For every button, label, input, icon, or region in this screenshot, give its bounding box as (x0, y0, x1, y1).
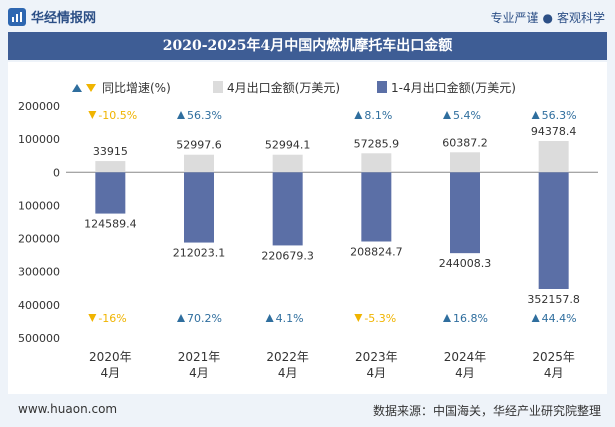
bar-cumulative (184, 172, 214, 243)
chart-title: 2020-2025年4月中国内燃机摩托车出口金额 (8, 32, 607, 60)
tagline-left: 专业严谨 (490, 11, 539, 25)
bar-cumulative (538, 172, 569, 290)
x-tick-label: 2023年 (355, 350, 398, 364)
x-tick-label: 2021年 (178, 350, 221, 364)
legend-cumulative-swatch (377, 81, 387, 93)
growth-cumulative-up-icon (443, 314, 451, 322)
bar-april (272, 154, 303, 173)
growth-april-label: -10.5% (98, 109, 137, 122)
growth-cumulative-down-icon (88, 314, 97, 322)
data-label-cumulative: 244008.3 (439, 257, 492, 270)
data-label-cumulative: 352157.8 (527, 293, 580, 306)
brand: 华经情报网 (8, 7, 96, 26)
chart-svg: 同比增速(%) 4月出口金额(万美元) 1-4月出口金额(万美元) 200000 100… (18, 80, 598, 380)
tagline: 专业严谨 ● 客观科学 (490, 9, 605, 26)
growth-cumulative-label: 70.2% (187, 312, 222, 325)
y-tick-label: 400000 (18, 299, 60, 312)
y-tick-label: 300000 (18, 266, 60, 279)
tagline-separator: ● (542, 11, 553, 25)
x-tick-label: 2024年 (444, 350, 487, 364)
footer: www.huaon.com 数据来源：中国海关，华经产业研究院整理 (0, 394, 615, 427)
data-label-april: 60387.2 (442, 136, 488, 149)
growth-cumulative-label: 44.4% (542, 312, 577, 325)
growth-april-label: 56.3% (187, 109, 222, 122)
tagline-right: 客观科学 (556, 11, 605, 25)
growth-cumulative-label: -5.3% (364, 312, 396, 325)
data-label-april: 52997.6 (176, 139, 222, 152)
growth-april-up-icon (531, 111, 540, 119)
y-tick-label: 100000 (18, 133, 60, 146)
growth-cumulative-up-icon (265, 314, 274, 322)
x-tick-label: 4月 (189, 366, 209, 380)
brand-logo-icon (8, 7, 26, 26)
bar-cumulative (95, 172, 126, 214)
legend-april-swatch (213, 81, 223, 93)
legend-cumulative-label: 1-4月出口金额(万美元) (391, 80, 516, 95)
x-tick-label: 4月 (278, 366, 298, 380)
growth-cumulative-label: 16.8% (453, 312, 488, 325)
y-tick-label: 200000 (18, 233, 60, 246)
legend-growth-up-icon (72, 84, 82, 92)
data-label-cumulative: 220679.3 (261, 249, 314, 262)
brand-name: 华经情报网 (31, 11, 97, 26)
top-bar: 华经情报网 专业严谨 ● 客观科学 (0, 0, 615, 32)
growth-cumulative-label: -16% (98, 312, 126, 325)
y-tick-label: 200000 (18, 100, 60, 113)
bar-april (538, 141, 569, 173)
x-tick-label: 4月 (101, 366, 121, 380)
growth-april-up-icon (177, 111, 185, 119)
legend-growth-label: 同比增速(%) (102, 81, 171, 95)
x-tick-label: 4月 (367, 366, 387, 380)
growth-april-label: 8.1% (364, 109, 392, 122)
footer-website: www.huaon.com (18, 402, 118, 416)
bar-cumulative (361, 172, 392, 242)
growth-april-up-icon (443, 111, 451, 119)
growth-cumulative-down-icon (354, 314, 363, 322)
growth-april-up-icon (354, 111, 363, 119)
growth-april-label: 56.3% (542, 109, 577, 122)
growth-april-down-icon (88, 111, 97, 119)
bar-april (184, 154, 214, 173)
data-label-april: 57285.9 (354, 137, 400, 150)
data-label-cumulative: 208824.7 (350, 245, 403, 258)
bar-cumulative (450, 172, 480, 254)
legend-growth-down-icon (86, 84, 96, 92)
bar-april (95, 161, 126, 173)
footer-source: 数据来源：中国海关，华经产业研究院整理 (372, 404, 601, 418)
growth-cumulative-up-icon (177, 314, 185, 322)
data-label-april: 94378.4 (531, 125, 577, 138)
bar-april (361, 153, 392, 173)
growth-cumulative-label: 4.1% (276, 312, 304, 325)
x-tick-label: 4月 (544, 366, 564, 380)
y-tick-label: 0 (53, 166, 60, 179)
data-label-cumulative: 212023.1 (173, 247, 226, 260)
x-tick-label: 2025年 (532, 350, 575, 364)
legend-april-label: 4月出口金额(万美元) (227, 80, 340, 95)
y-tick-label: 100000 (18, 199, 60, 212)
y-tick-label: 500000 (18, 332, 60, 345)
chart-area: 同比增速(%) 4月出口金额(万美元) 1-4月出口金额(万美元) 200000 100… (8, 62, 607, 394)
x-tick-label: 4月 (455, 366, 475, 380)
data-label-april: 33915 (93, 145, 128, 158)
growth-cumulative-up-icon (531, 314, 540, 322)
growth-april-label: 5.4% (453, 109, 481, 122)
data-label-april: 52994.1 (265, 139, 311, 152)
bar-cumulative (272, 172, 303, 246)
data-label-cumulative: 124589.4 (84, 218, 137, 231)
bar-april (450, 152, 480, 173)
x-tick-label: 2022年 (266, 350, 309, 364)
x-tick-label: 2020年 (89, 350, 132, 364)
